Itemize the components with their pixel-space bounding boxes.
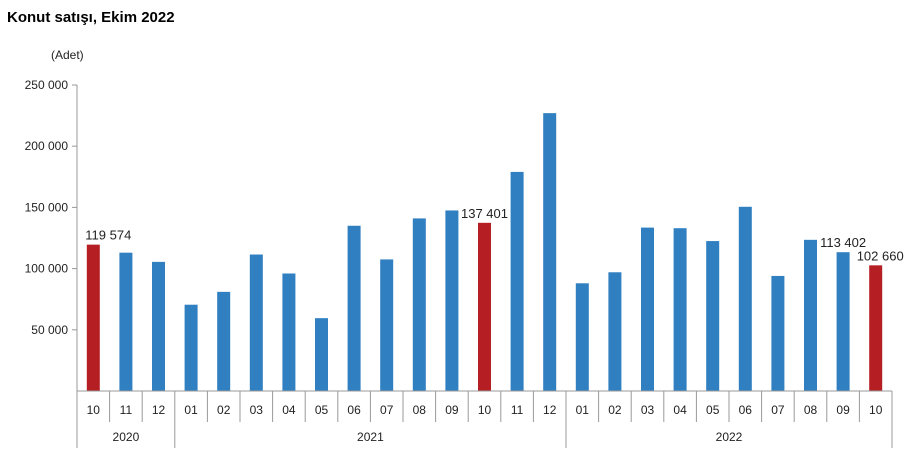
bar (119, 252, 133, 391)
bar (673, 228, 687, 391)
y-unit-label: (Adet) (51, 48, 84, 62)
bar (380, 259, 394, 391)
x-tick-label: 09 (445, 403, 459, 417)
data-label: 113 402 (820, 235, 866, 250)
x-tick-label: 03 (641, 403, 655, 417)
bar (543, 113, 557, 391)
bar (771, 275, 785, 391)
x-tick-label: 02 (608, 403, 622, 417)
bar (412, 218, 426, 391)
x-tick-label: 04 (673, 403, 687, 417)
y-tick-label: 250 000 (25, 78, 69, 92)
bar (152, 261, 165, 391)
y-tick-label: 150 000 (25, 200, 69, 214)
y-tick-label: 100 000 (25, 262, 69, 276)
bar (575, 283, 589, 391)
x-tick-label: 09 (836, 403, 850, 417)
y-tick-label: 50 000 (31, 323, 68, 337)
x-tick-label: 12 (543, 403, 557, 417)
bar (836, 252, 850, 391)
data-label: 102 660 (857, 248, 904, 263)
bar (86, 244, 100, 391)
x-tick-label: 11 (120, 403, 133, 417)
bar (282, 273, 296, 391)
x-tick-label: 10 (478, 403, 492, 417)
x-tick-label: 11 (511, 403, 524, 417)
x-tick-label: 10 (869, 403, 883, 417)
x-tick-label: 07 (380, 403, 394, 417)
bar (641, 227, 654, 391)
x-tick-label: 08 (804, 403, 818, 417)
x-tick-label: 10 (87, 403, 101, 417)
bar (478, 222, 491, 391)
bar (184, 304, 198, 391)
year-label: 2020 (113, 430, 140, 444)
bar (608, 272, 622, 391)
bar (869, 265, 883, 391)
year-label: 2021 (357, 430, 384, 444)
bar (706, 241, 720, 391)
x-tick-label: 12 (152, 403, 166, 417)
bars (86, 113, 883, 391)
x-tick-label: 07 (771, 403, 785, 417)
x-tick-label: 06 (739, 403, 753, 417)
bar (347, 225, 361, 391)
year-label: 2022 (716, 430, 743, 444)
bar (249, 254, 263, 391)
bar (510, 171, 524, 391)
x-tick-label: 03 (250, 403, 264, 417)
bar (738, 206, 752, 391)
bar (445, 210, 459, 391)
bar (804, 239, 817, 391)
bar (315, 318, 328, 391)
data-label: 137 401 (461, 206, 508, 221)
data-label: 119 574 (85, 228, 131, 243)
x-tick-label: 08 (413, 403, 427, 417)
x-axis: 10 11 12 01 02 03 04 05 06 07 08 09 10 11 12 01 02 03 04 05… (76, 390, 893, 448)
x-tick-label: 02 (217, 403, 231, 417)
x-tick-label: 05 (315, 403, 329, 417)
y-axis: 50 000 100 000 150 000 200 000 250 000 (25, 78, 78, 391)
x-tick-label: 01 (576, 403, 590, 417)
x-tick-label: 05 (706, 403, 720, 417)
x-tick-label: 06 (347, 403, 361, 417)
chart-title: Konut satışı, Ekim 2022 (7, 9, 175, 26)
x-tick-label: 01 (184, 403, 198, 417)
bar (217, 291, 231, 391)
x-tick-label: 04 (282, 403, 296, 417)
y-tick-label: 200 000 (25, 139, 69, 153)
